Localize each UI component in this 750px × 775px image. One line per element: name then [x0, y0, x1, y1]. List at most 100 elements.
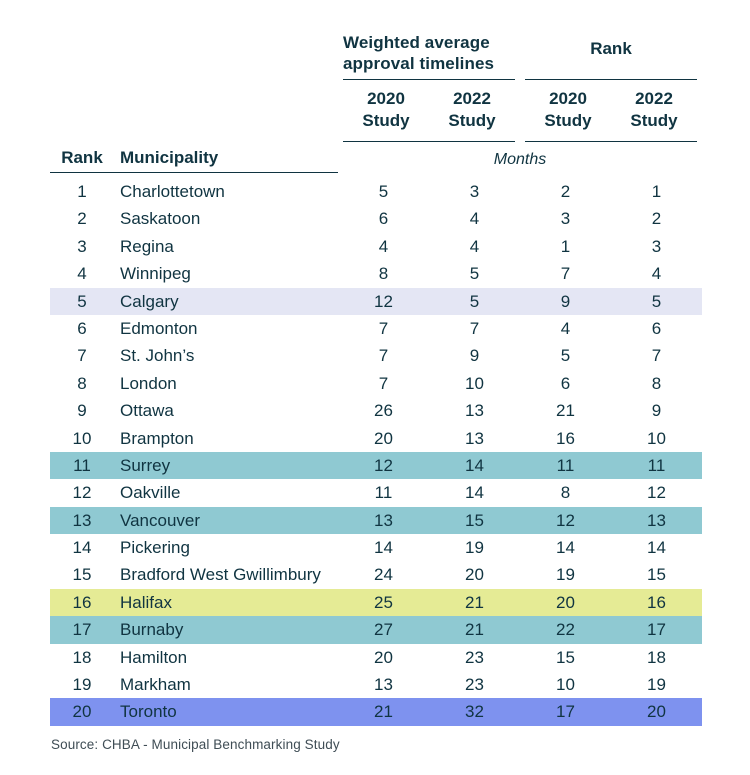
rank-2020-cell: 4 [560, 318, 571, 338]
timeline-2022-cell: 9 [469, 346, 480, 366]
timeline-2020-cell: 12 [374, 291, 393, 311]
table-row: 12 Oakville 11 14 8 12 [50, 479, 702, 506]
municipality-cell: Pickering [120, 538, 190, 558]
group-header-row: Weighted average approval timelines Rank [50, 25, 702, 80]
rank-2020-cell: 16 [556, 428, 575, 448]
column-header-year: 2020 [549, 89, 587, 108]
rank-cell: 7 [77, 346, 87, 366]
study-header-pair-rank: 2020 Study 2022 Study [525, 80, 697, 142]
rank-cell: 10 [72, 428, 92, 448]
rank-cell: 18 [72, 647, 92, 667]
timeline-2022-cell: 32 [465, 702, 484, 722]
timeline-2022-cell: 14 [465, 483, 484, 503]
timeline-2022-cell: 15 [465, 510, 484, 530]
table-row: 3 Regina 4 4 1 3 [50, 233, 702, 260]
rank-cell: 3 [77, 236, 87, 256]
rank-2020-cell: 2 [560, 182, 571, 201]
timeline-2020-cell: 20 [374, 647, 393, 667]
timeline-2020-cell: 26 [374, 401, 393, 421]
timeline-2020-cell: 21 [374, 702, 393, 722]
table-row: 2 Saskatoon 6 4 3 2 [50, 205, 702, 232]
column-header-year: 2022 [453, 89, 491, 108]
municipality-cell: Winnipeg [120, 264, 191, 284]
rank-cell: 9 [77, 401, 87, 421]
study-header-row: 2020 Study 2022 Study 2020 Study 2022 St… [50, 80, 702, 142]
left-header-row: Rank Municipality Months [50, 142, 702, 173]
timeline-2022-cell: 13 [465, 428, 484, 448]
rank-2020-cell: 15 [556, 647, 575, 667]
rank-2020-cell: 11 [556, 455, 575, 475]
rank-2020-cell: 7 [560, 264, 571, 284]
municipality-cell: Charlottetown [120, 182, 225, 201]
study-header-spacer [50, 80, 338, 142]
table-row: 20 Toronto 21 32 17 20 [50, 698, 702, 726]
rank-cell: 14 [72, 538, 92, 558]
rank-cell: 20 [72, 702, 92, 722]
timeline-2022-cell: 21 [465, 620, 484, 640]
timeline-2020-cell: 20 [374, 428, 393, 448]
column-header-study: Study [544, 111, 592, 130]
municipality-cell: Vancouver [120, 510, 201, 530]
municipality-cell: Halifax [120, 592, 172, 612]
timeline-2020-cell: 25 [374, 592, 393, 612]
timeline-2022-cell: 23 [465, 675, 484, 695]
rank-2020-cell: 17 [556, 702, 575, 722]
timeline-2022-cell: 20 [465, 565, 484, 585]
rank-2022-cell: 10 [647, 428, 666, 448]
rank-2020-cell: 8 [560, 483, 571, 503]
municipality-cell: Oakville [120, 483, 181, 503]
rank-2022-cell: 17 [647, 620, 666, 640]
rank-cell: 2 [77, 209, 87, 229]
group-header-timelines-label: Weighted average approval timelines [343, 33, 495, 73]
municipality-cell: Toronto [120, 702, 177, 722]
table-row: 5 Calgary 12 5 9 5 [50, 287, 702, 315]
rank-2022-cell: 13 [647, 510, 666, 530]
column-header-year: 2022 [635, 89, 673, 108]
municipality-cell: Saskatoon [120, 209, 201, 229]
timeline-2022-cell: 7 [469, 318, 480, 338]
column-header-rank: Rank [50, 142, 114, 173]
rank-cell: 11 [73, 455, 91, 475]
rank-cell: 15 [72, 565, 92, 585]
timeline-2020-cell: 7 [378, 318, 389, 338]
group-header-spacer [50, 25, 338, 80]
table-row: 18 Hamilton 20 23 15 18 [50, 644, 702, 671]
column-header-rank-2022: 2022 Study [611, 80, 697, 141]
column-header-timelines-2020: 2020 Study [343, 80, 429, 141]
table-row: 8 London 7 10 6 8 [50, 370, 702, 397]
column-header-year: 2020 [367, 89, 405, 108]
column-header-study: Study [362, 111, 410, 130]
rank-2022-cell: 3 [651, 236, 662, 256]
rank-2022-cell: 12 [647, 483, 666, 503]
timeline-2020-cell: 5 [378, 182, 389, 201]
rank-2022-cell: 9 [651, 401, 662, 421]
rank-cell: 13 [72, 510, 92, 530]
group-header-timelines: Weighted average approval timelines [343, 25, 515, 80]
rank-2022-cell: 19 [647, 675, 666, 695]
rank-cell: 19 [72, 675, 92, 695]
rank-cell: 12 [72, 483, 92, 503]
table-body: 1 Charlottetown 5 3 2 1 2 Saskatoon 6 4 3 2 3 Regina 4… [50, 178, 702, 726]
timeline-2020-cell: 13 [374, 675, 393, 695]
table-row: 10 Brampton 20 13 16 10 [50, 425, 702, 452]
rank-2022-cell: 8 [651, 373, 662, 393]
municipality-cell: Ottawa [120, 401, 174, 421]
municipality-cell: London [120, 373, 177, 393]
municipality-cell: Hamilton [120, 647, 188, 667]
municipality-cell: Calgary [120, 291, 179, 311]
timeline-2022-cell: 3 [469, 182, 480, 201]
municipality-cell: Brampton [120, 428, 194, 448]
rank-2022-cell: 2 [651, 209, 662, 229]
municipality-cell: St. John’s [120, 346, 195, 366]
table-row: 19 Markham 13 23 10 19 [50, 671, 702, 698]
column-header-rank-2020: 2020 Study [525, 80, 611, 141]
group-header-rank-label: Rank [590, 39, 632, 58]
table-row: 11 Surrey 12 14 11 11 [50, 451, 702, 480]
rank-cell: 8 [77, 373, 87, 393]
rank-2022-cell: 18 [647, 647, 666, 667]
timeline-2022-cell: 4 [469, 236, 480, 256]
source-note: Source: CHBA - Municipal Benchmarking St… [51, 737, 340, 752]
rank-2020-cell: 5 [560, 346, 571, 366]
group-header-rank: Rank [525, 25, 697, 80]
